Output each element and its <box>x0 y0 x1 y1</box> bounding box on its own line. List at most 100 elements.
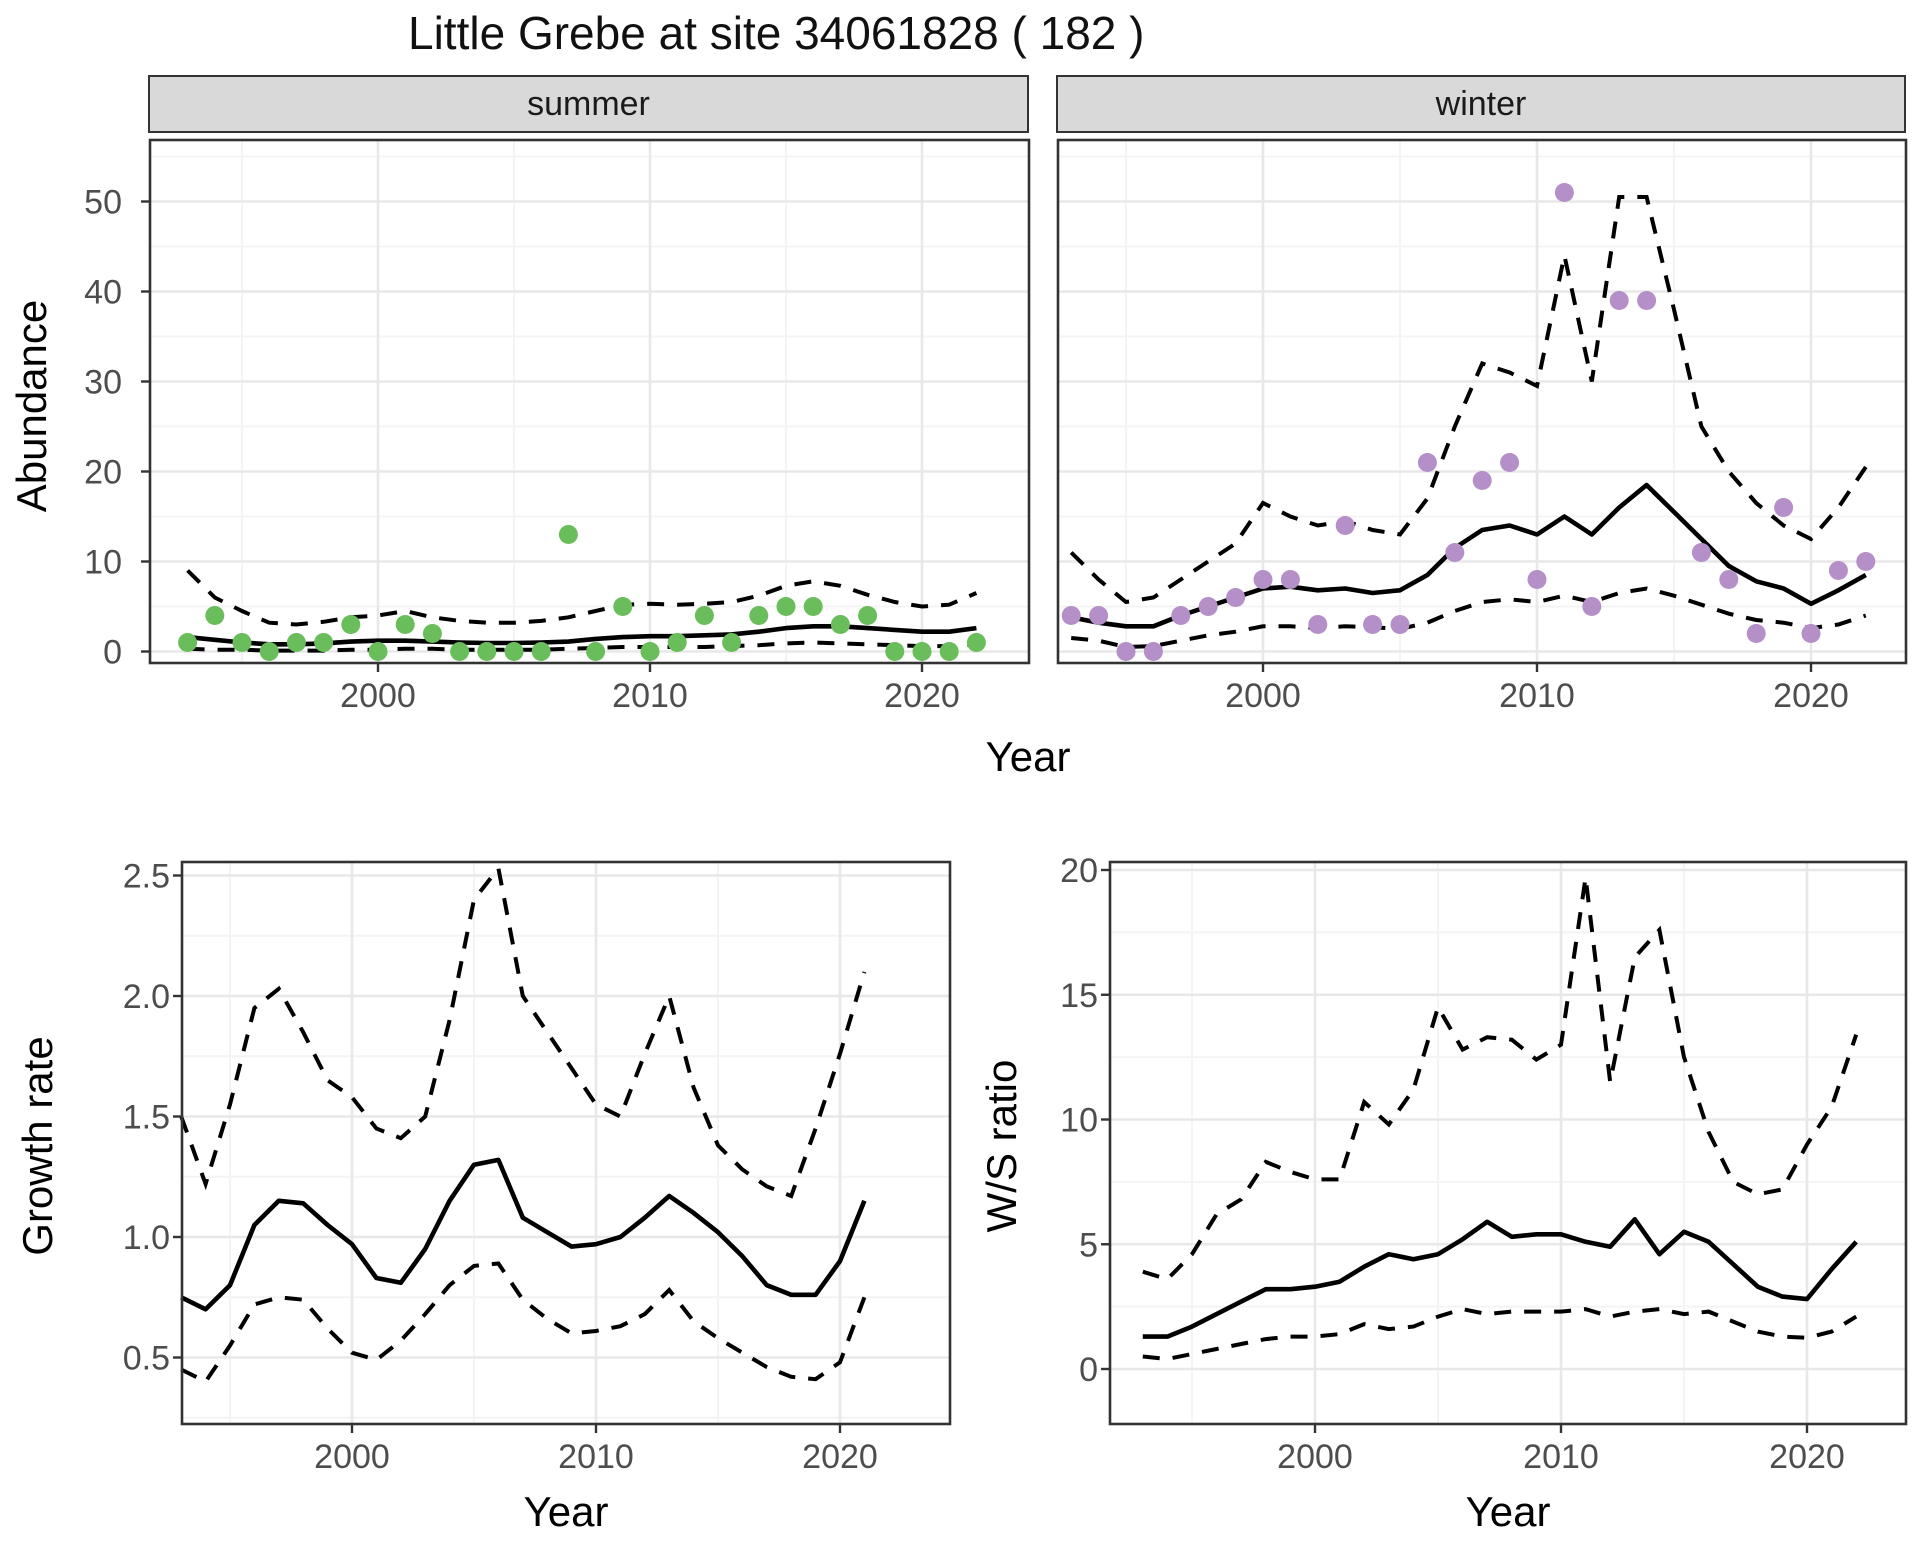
y-tick-label: 0 <box>1079 1351 1098 1389</box>
data-point <box>1828 561 1848 580</box>
data-point <box>1089 606 1109 625</box>
x-tick-label: 2010 <box>612 677 688 715</box>
x-tick-label: 2000 <box>1277 1438 1353 1476</box>
data-point <box>1417 453 1437 472</box>
panel-ws-ratio: 2000 2010 2020 0 5 10 15 20 <box>1060 852 1908 1476</box>
panel-border <box>1056 138 1908 665</box>
data-point <box>341 615 361 634</box>
data-point <box>531 642 551 661</box>
panel-border <box>148 138 1031 665</box>
data-point <box>1554 183 1574 202</box>
data-point <box>1335 516 1355 535</box>
y-tick-label: 40 <box>84 274 122 312</box>
data-point <box>1226 588 1246 607</box>
data-point <box>259 642 279 661</box>
x-tick-label: 2020 <box>802 1438 878 1476</box>
panel-border <box>180 860 952 1426</box>
data-point <box>830 615 850 634</box>
data-point <box>1719 570 1739 589</box>
ci-upper-line <box>179 863 867 1199</box>
data-point <box>286 633 306 652</box>
data-point <box>1308 615 1328 634</box>
y-tick-label: 10 <box>84 544 122 582</box>
panel-background <box>1058 140 1906 663</box>
x-tick-label: 2000 <box>340 677 416 715</box>
y-tick-label: 0.5 <box>123 1340 170 1378</box>
data-point <box>422 624 442 643</box>
panel-background <box>150 140 1029 663</box>
data-point <box>694 606 714 625</box>
y-tick-label: 50 <box>84 184 122 222</box>
data-point <box>776 597 796 616</box>
facet-strip-summer: summer <box>148 75 1029 133</box>
data-point <box>912 642 932 661</box>
data-point <box>749 606 769 625</box>
facet-strip-winter: winter <box>1056 75 1906 133</box>
x-tick-label: 2000 <box>1225 677 1301 715</box>
x-axis-title-year-ws: Year <box>1465 1488 1551 1535</box>
data-point <box>1527 570 1547 589</box>
data-point <box>885 642 905 661</box>
y-tick-label: 2.0 <box>123 978 170 1016</box>
x-axis-title-year-top: Year <box>985 733 1071 780</box>
y-tick-label: 2.5 <box>123 858 170 896</box>
data-point <box>803 597 823 616</box>
data-point <box>1363 615 1383 634</box>
data-point <box>1746 624 1766 643</box>
data-point <box>858 606 878 625</box>
x-axis-title-year-growth: Year <box>523 1488 609 1535</box>
data-point <box>504 642 524 661</box>
y-tick-label: 0 <box>103 634 122 672</box>
data-point <box>640 642 660 661</box>
data-point <box>178 633 198 652</box>
ci-lower-line <box>180 1261 867 1385</box>
data-point <box>1171 606 1191 625</box>
chart-title: Little Grebe at site 34061828 ( 182 ) <box>408 7 1145 59</box>
x-tick-label: 2020 <box>884 677 960 715</box>
panel-background <box>1110 862 1906 1424</box>
data-point <box>1198 597 1218 616</box>
panel-growth-rate: 2000 2010 2020 0.5 1.0 1.5 2.0 2.5 <box>123 858 952 1476</box>
facet-strip-winter-label: winter <box>1435 84 1527 123</box>
data-point <box>586 642 606 661</box>
ci-lower-line <box>1142 1307 1858 1362</box>
data-point <box>939 642 959 661</box>
y-tick-label: 10 <box>1060 1102 1098 1140</box>
y-axis-title-abundance: Abundance <box>8 299 55 513</box>
data-point <box>1445 543 1465 562</box>
fit-line <box>1142 1217 1858 1339</box>
y-tick-label: 20 <box>1060 852 1098 890</box>
ci-lower-line <box>1071 586 1867 650</box>
x-tick-label: 2010 <box>1523 1438 1599 1476</box>
data-point <box>1280 570 1300 589</box>
panel-background <box>182 862 950 1424</box>
x-tick-label: 2000 <box>314 1438 390 1476</box>
data-point <box>613 597 633 616</box>
y-axis-title-growth-rate: Growth rate <box>14 1036 61 1256</box>
panel-abundance-winter: 2000 2010 2020 <box>1056 138 1908 715</box>
data-point <box>395 615 415 634</box>
data-point <box>1116 642 1136 661</box>
data-point <box>1500 453 1520 472</box>
data-point <box>368 642 388 661</box>
data-point <box>1609 291 1629 310</box>
x-tick-label: 2010 <box>1499 677 1575 715</box>
data-point <box>314 633 334 652</box>
data-point <box>1582 597 1602 616</box>
x-tick-label: 2020 <box>1773 677 1849 715</box>
data-point <box>558 525 578 544</box>
data-point <box>205 606 225 625</box>
y-tick-label: 15 <box>1060 977 1098 1015</box>
data-point <box>1390 615 1410 634</box>
ci-upper-line <box>1069 195 1868 605</box>
data-point <box>232 633 252 652</box>
data-point <box>1856 552 1876 571</box>
data-point <box>1774 498 1794 517</box>
data-point <box>722 633 742 652</box>
y-axis-title-ws-ratio: W/S ratio <box>978 1059 1025 1233</box>
data-point <box>477 642 497 661</box>
data-point <box>1637 291 1657 310</box>
data-point <box>1691 543 1711 562</box>
